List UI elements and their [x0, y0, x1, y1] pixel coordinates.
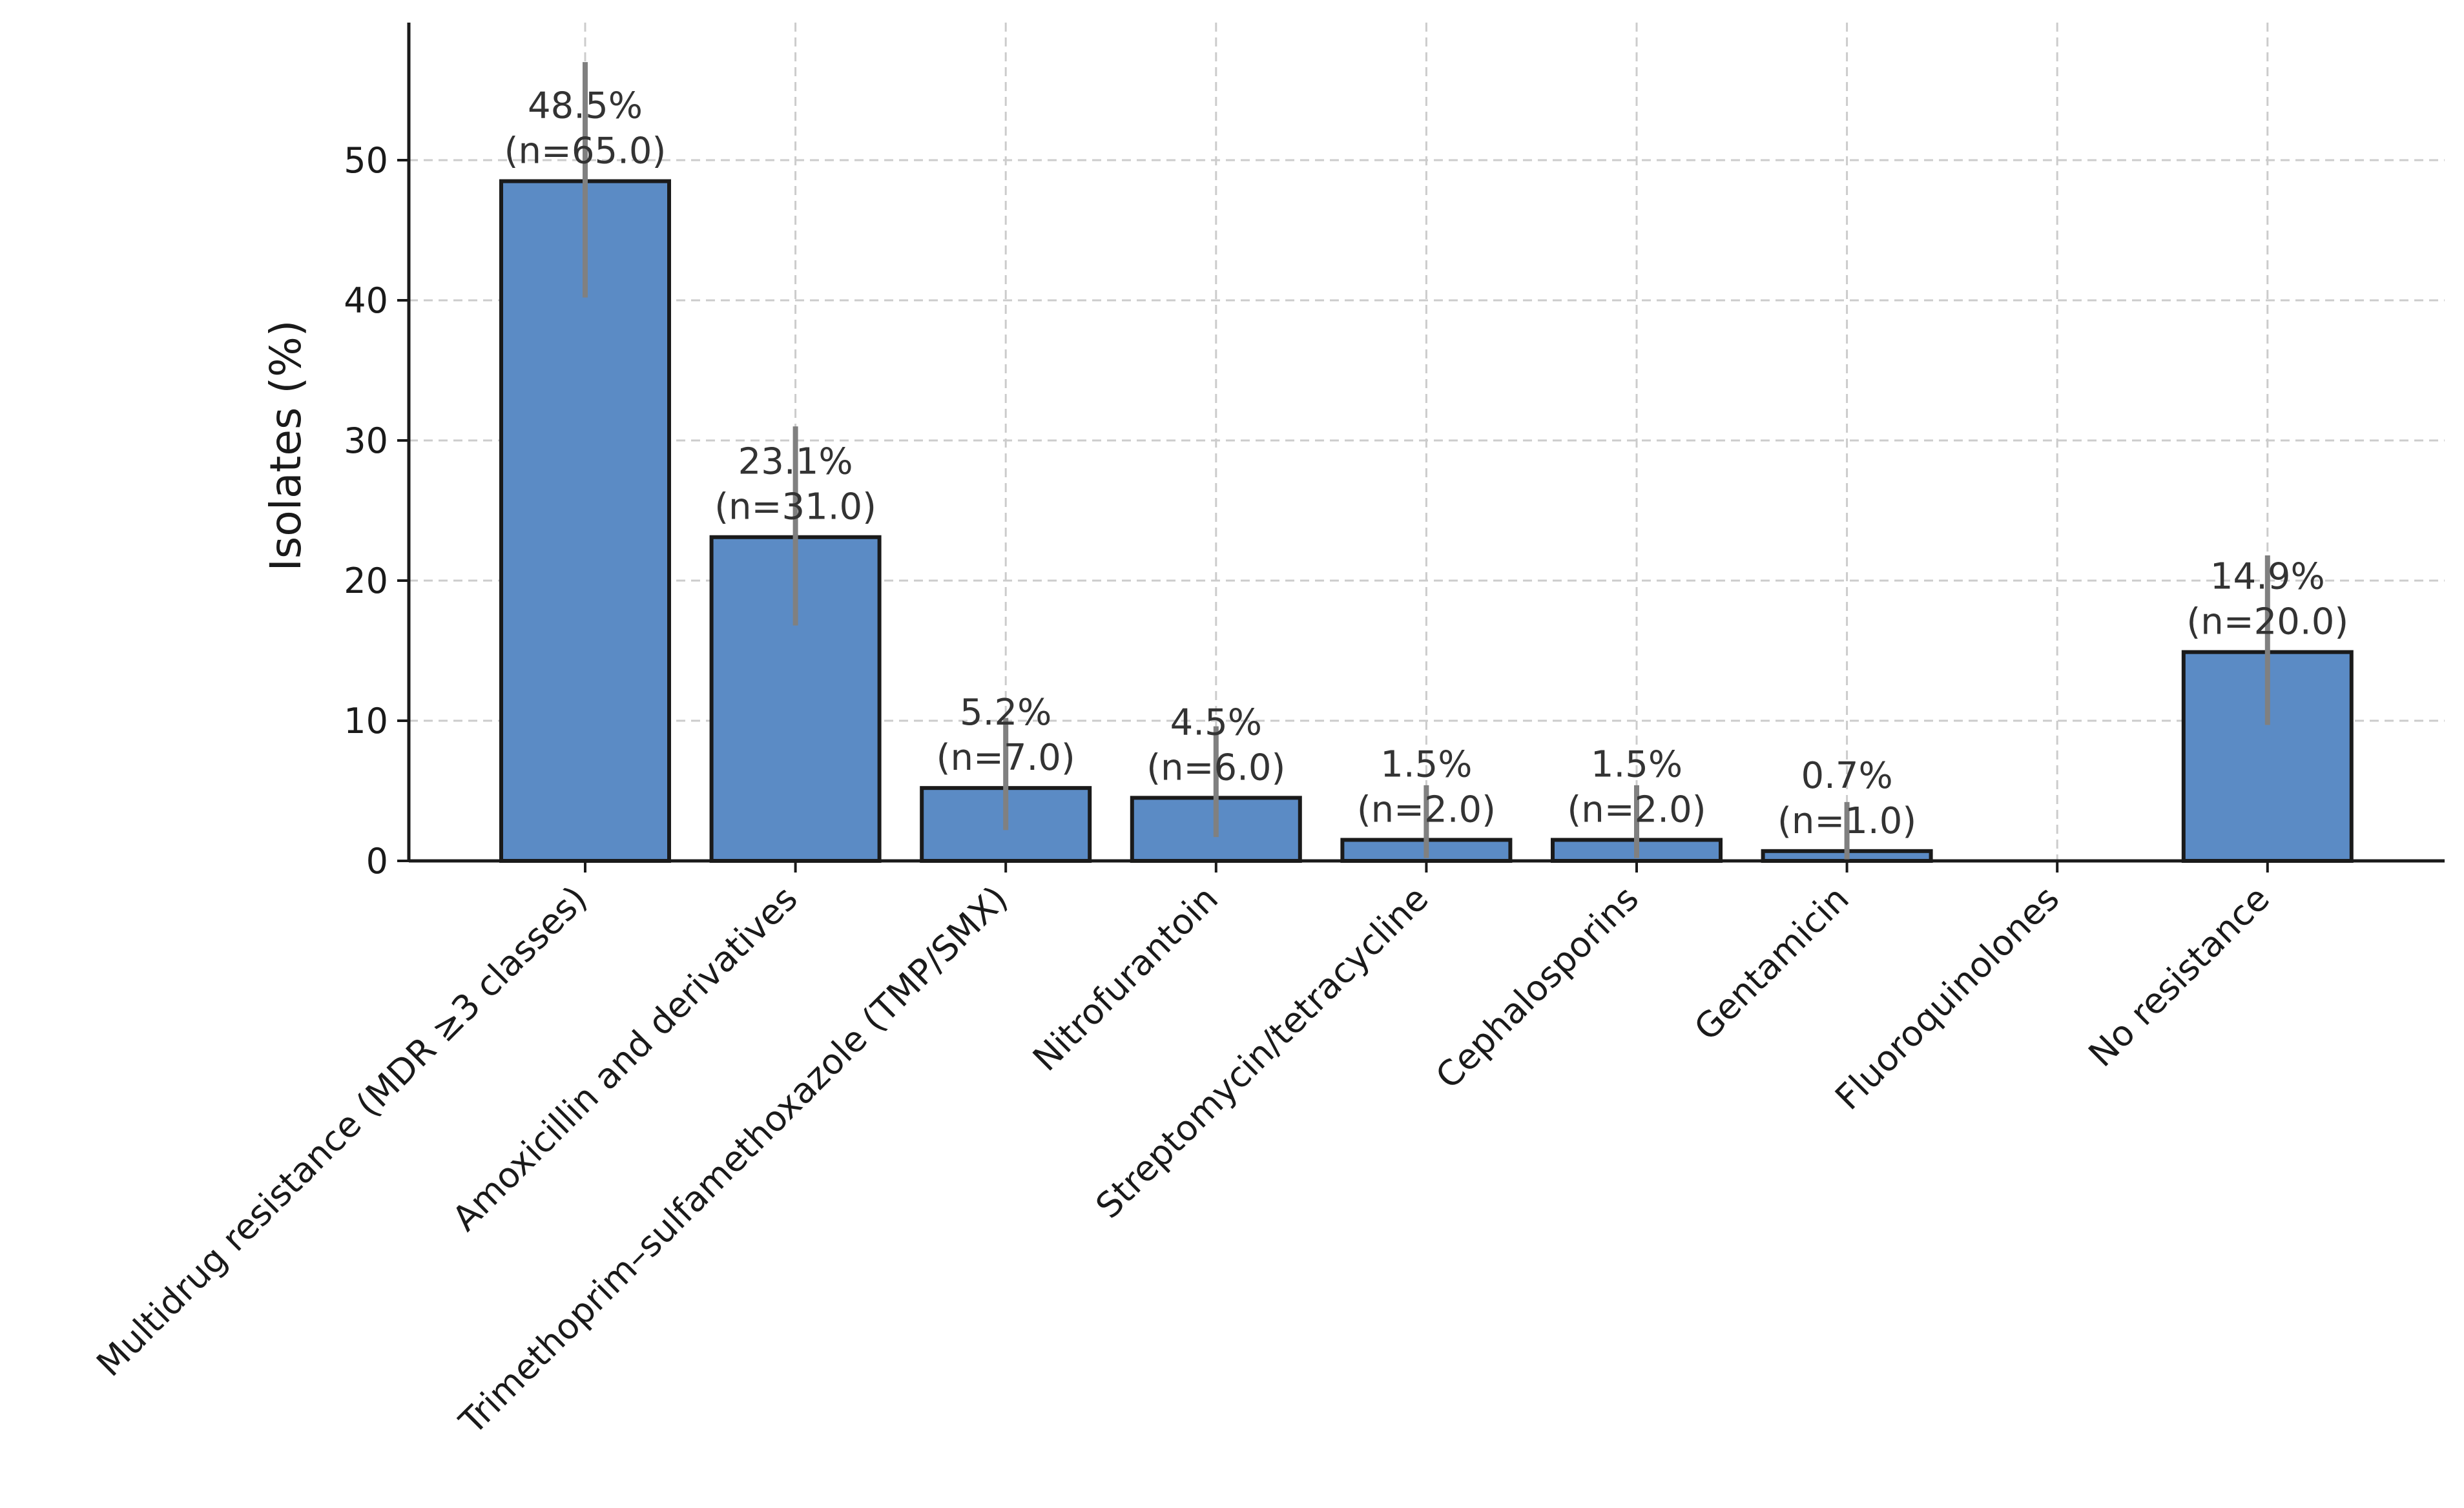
axis-layer: 0 10 20 30 40 50 Multidrug resistance (MDR ≥3 … [88, 23, 2445, 1442]
y-tick-label: 20 [344, 561, 388, 601]
data-label-line: (n=2.0) [1567, 789, 1706, 831]
data-label-line: 48.5% [528, 85, 643, 127]
x-tick-label: Gentamicin [1686, 878, 1857, 1049]
data-label: 0.7% (n=1.0) [1777, 755, 1916, 842]
data-label-line: 14.9% [2210, 556, 2325, 598]
x-tick-label: Fluoroquinolones [1827, 878, 2067, 1118]
data-label: 1.5% (n=2.0) [1357, 743, 1496, 831]
data-label-line: (n=20.0) [2186, 601, 2348, 643]
data-label: 1.5% (n=2.0) [1567, 743, 1706, 831]
y-tick-label: 50 [344, 140, 388, 181]
data-label-line: (n=65.0) [504, 130, 667, 172]
data-label-line: (n=1.0) [1777, 800, 1916, 842]
x-tick-label: Multidrug resistance (MDR ≥3 classes) [88, 878, 595, 1385]
y-tick-label: 40 [344, 280, 388, 321]
data-label-line: (n=6.0) [1146, 747, 1285, 789]
x-tick-label: Cephalosporins [1428, 878, 1646, 1097]
data-label-line: 0.7% [1801, 755, 1892, 797]
data-label-line: (n=31.0) [714, 486, 876, 528]
x-tick-label: Nitrofurantoin [1025, 878, 1226, 1079]
data-label-line: 4.5% [1170, 701, 1262, 743]
data-label-layer: 48.5% (n=65.0) 23.1% (n=31.0) 5.2% (n=7.0) 4.5… [504, 85, 2349, 842]
data-label-line: 23.1% [738, 441, 853, 483]
data-label: 14.9% (n=20.0) [2186, 556, 2348, 643]
y-tick-label: 30 [344, 420, 388, 461]
x-tick-label: Streptomycin/tetracycline [1088, 878, 1436, 1226]
data-label-line: 1.5% [1591, 743, 1682, 785]
data-label: 23.1% (n=31.0) [714, 441, 876, 528]
y-tick-label: 10 [344, 701, 388, 741]
data-label-line: (n=2.0) [1357, 789, 1496, 831]
x-tick-label: No resistance [2081, 878, 2277, 1075]
data-label-line: 5.2% [960, 692, 1051, 734]
y-tick-label: 0 [366, 841, 388, 882]
error-layer [583, 62, 2270, 861]
data-label: 4.5% (n=6.0) [1146, 701, 1285, 789]
y-axis-title: Isolates (%) [261, 320, 311, 571]
data-label: 48.5% (n=65.0) [504, 85, 667, 172]
data-label: 5.2% (n=7.0) [937, 692, 1075, 779]
x-tick-label: Amoxicillin and derivatives [444, 878, 805, 1239]
data-label-line: (n=7.0) [937, 737, 1075, 779]
data-label-line: 1.5% [1380, 743, 1472, 785]
